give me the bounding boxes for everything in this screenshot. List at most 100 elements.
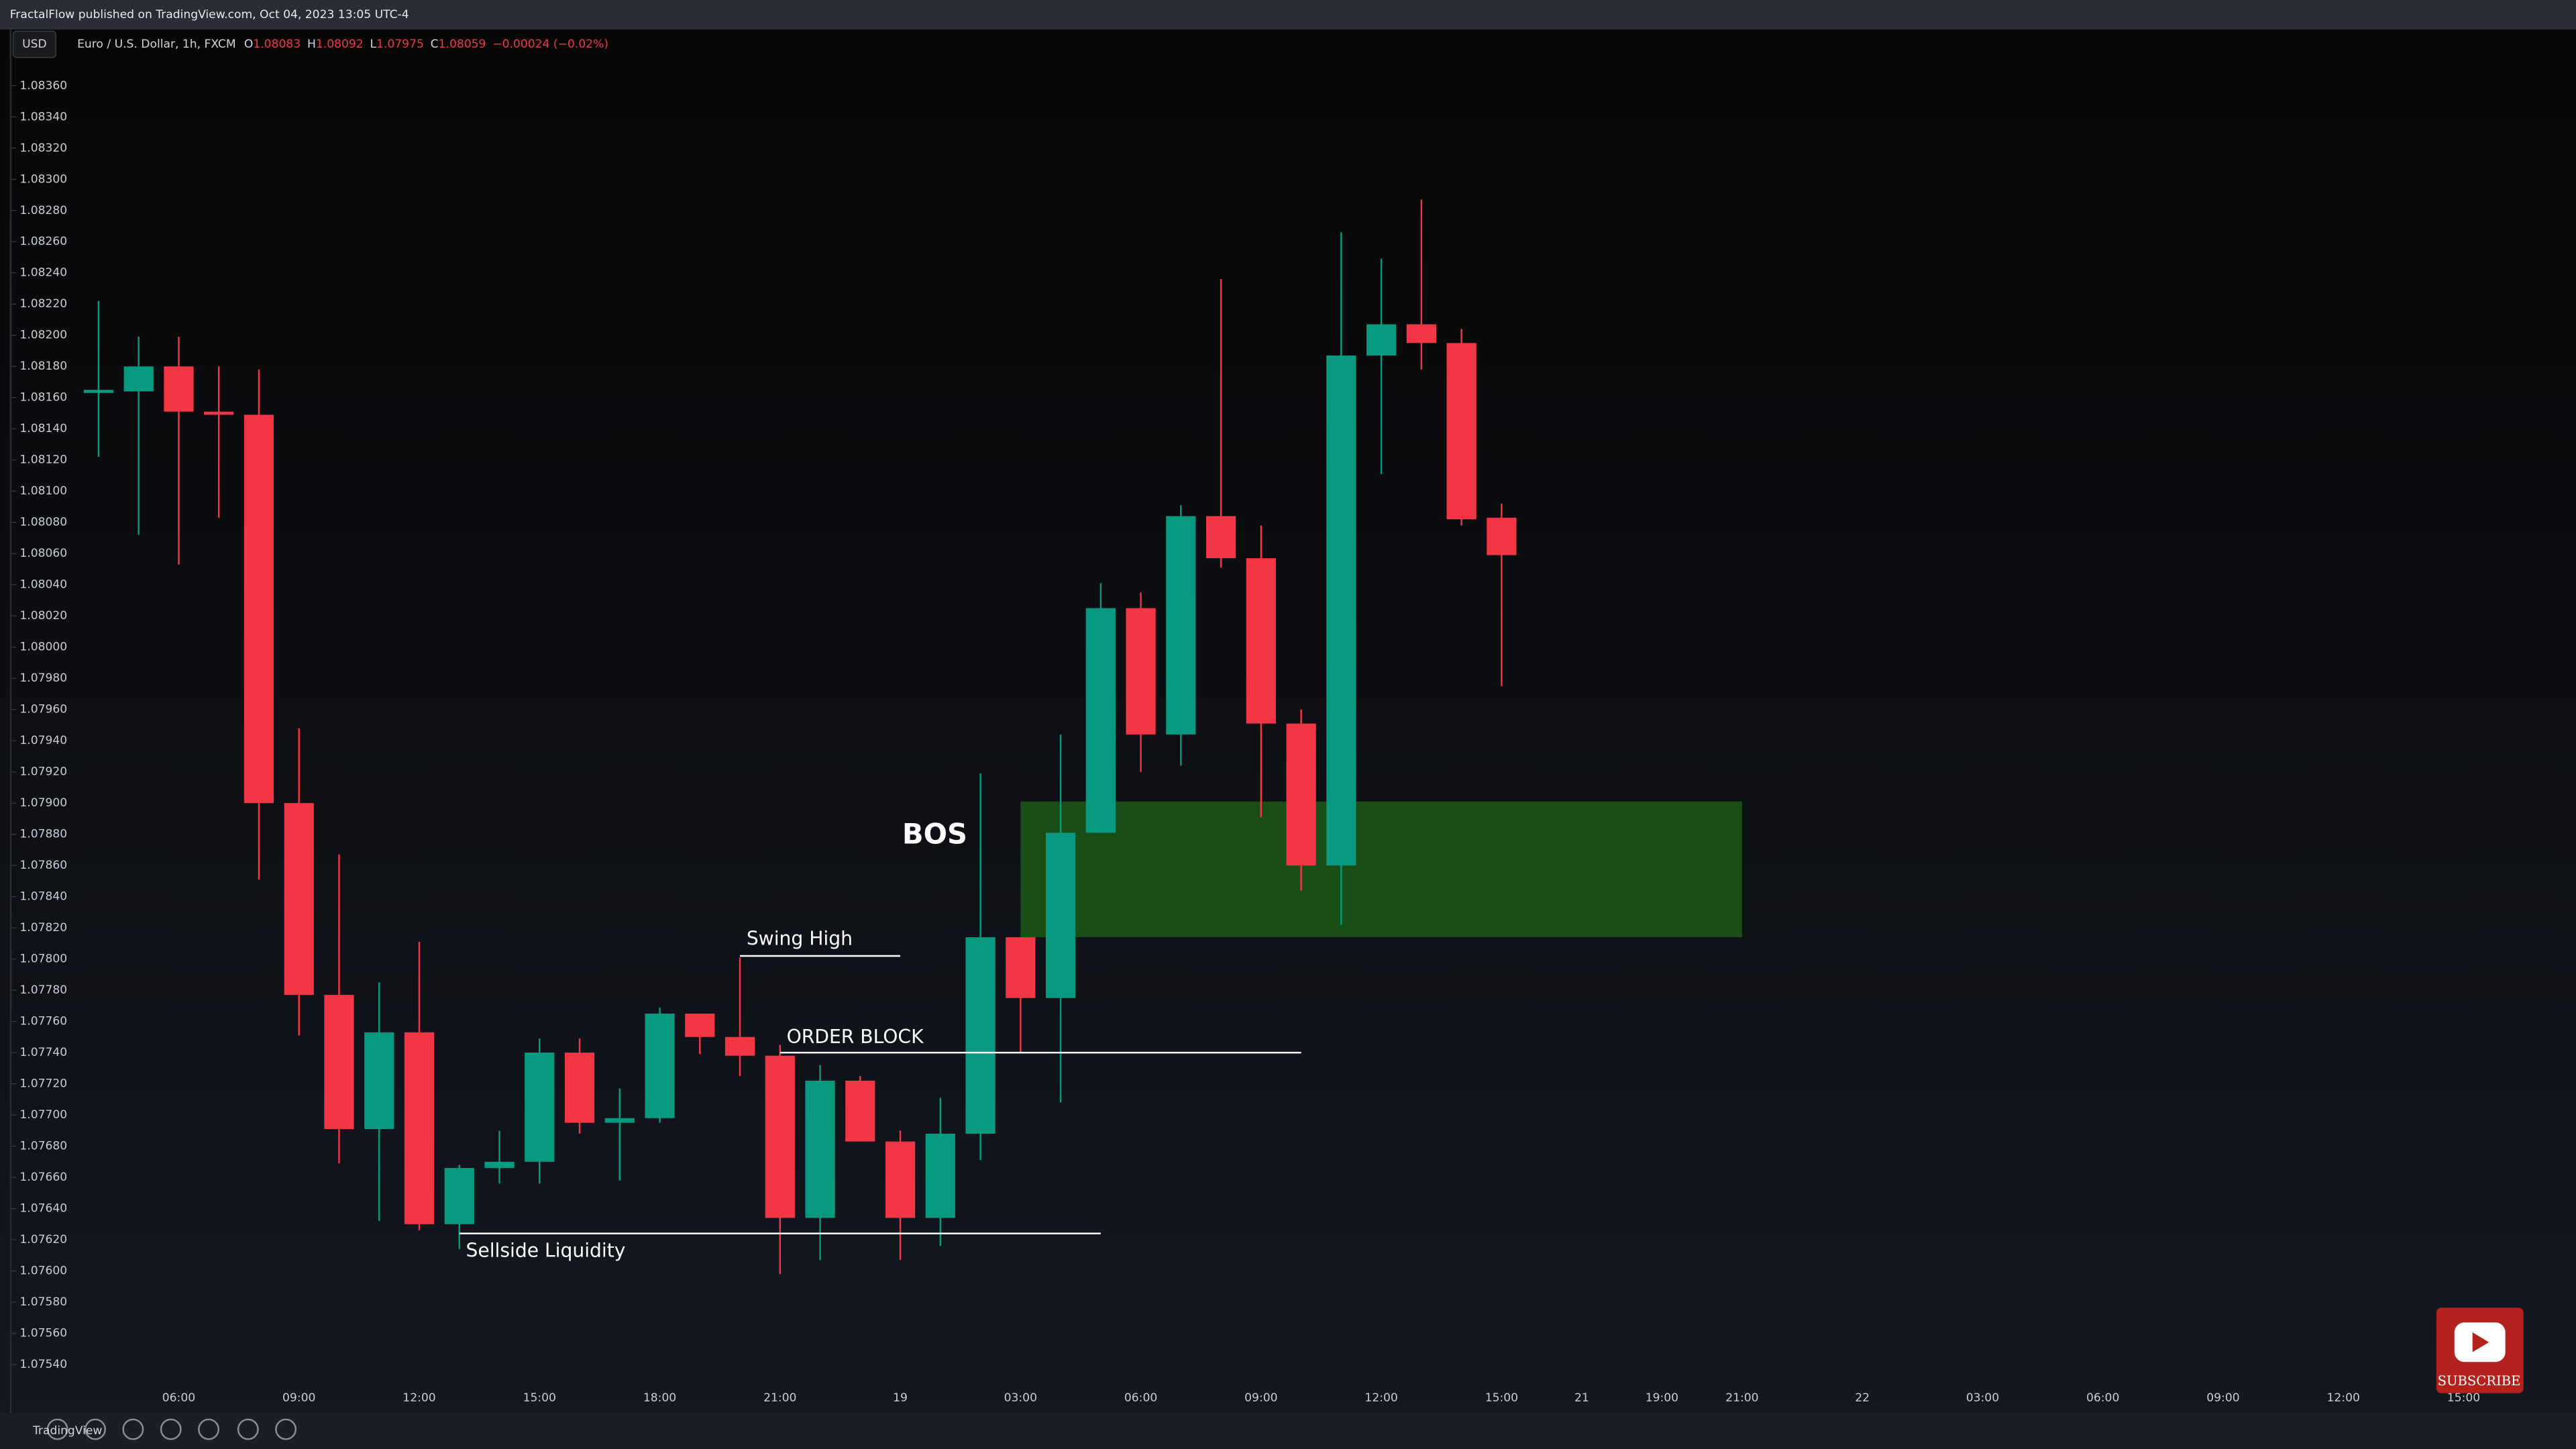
y-tick-label: 1.08100 [19, 484, 67, 498]
candle-body [1326, 355, 1356, 866]
ohlc-value: 1.07975 [376, 38, 424, 51]
x-tick-label: 06:00 [1124, 1391, 1157, 1405]
x-tick-label: 15:00 [2447, 1391, 2480, 1405]
candle-body [645, 1013, 675, 1118]
candle-body [284, 803, 314, 996]
youtube-badge[interactable]: SUBSCRIBE [2436, 1307, 2524, 1393]
y-tick-label: 1.08220 [19, 297, 67, 311]
x-tick-label: 19 [893, 1391, 908, 1405]
y-tick-label: 1.08080 [19, 516, 67, 529]
candle-body [244, 415, 274, 804]
annotation-label: BOS [902, 818, 967, 851]
tool-icon[interactable] [275, 1418, 297, 1440]
y-tick-label: 1.07960 [19, 703, 67, 716]
y-tick-label: 1.08300 [19, 172, 67, 186]
y-tick-label: 1.08260 [19, 235, 67, 248]
subscribe[interactable]: SUBSCRIBE [2438, 1373, 2521, 1389]
y-tick-label: 1.08140 [19, 422, 67, 435]
tool-icon[interactable] [237, 1418, 259, 1440]
candle-body [1166, 516, 1196, 735]
plot: 1.07540 1.07560 1.07580 1.07600 1.07620 1.076… [11, 79, 2480, 1405]
candle-body [685, 1013, 715, 1037]
change: −0.00024 (−0.02%) [492, 38, 608, 51]
candle-body [1006, 937, 1036, 998]
toolbar [0, 1413, 2576, 1449]
symbol: Euro / U.S. Dollar, 1h, FXCM [77, 38, 236, 51]
candle-body [765, 1055, 795, 1218]
y-tick-label: 1.07980 [19, 672, 67, 685]
y-tick-label: 1.08040 [19, 578, 67, 592]
tool-icon[interactable] [160, 1418, 182, 1440]
y-tick-label: 1.08020 [19, 609, 67, 623]
candle-body [1487, 517, 1517, 555]
symbol-legend: Euro / U.S. Dollar, 1h, FXCM O1.08083 H1.0… [77, 38, 608, 51]
annotation-label: Swing High [747, 927, 853, 949]
candle-body [604, 1118, 635, 1123]
tool-icon[interactable] [198, 1418, 219, 1440]
candle-body [83, 390, 114, 393]
y-tick-label: 1.07820 [19, 921, 67, 934]
candle-body [564, 1053, 595, 1123]
candle-body [885, 1141, 916, 1218]
y-tick-label: 1.07780 [19, 983, 67, 997]
x-tick-label: 03:00 [1004, 1391, 1037, 1405]
x-tick-label: 09:00 [282, 1391, 315, 1405]
y-tick-label: 1.07880 [19, 828, 67, 841]
candle-body [1446, 343, 1477, 520]
top-bar [0, 0, 2576, 30]
x-tick-label: 12:00 [2327, 1391, 2360, 1405]
candle-body [123, 366, 154, 392]
ohlc-value: 1.08092 [316, 38, 364, 51]
tool-icon[interactable] [85, 1418, 106, 1440]
x-tick-label: 15:00 [1485, 1391, 1518, 1405]
y-tick-label: 1.07540 [19, 1358, 67, 1371]
candle-body [1406, 324, 1436, 343]
candle-body [1205, 516, 1236, 559]
x-tick-label: 19:00 [1646, 1391, 1678, 1405]
candle-body [404, 1032, 435, 1224]
x-tick-label: 21:00 [763, 1391, 796, 1405]
y-tick-label: 1.07560 [19, 1327, 67, 1340]
annotation-label: ORDER BLOCK [787, 1026, 925, 1048]
y-tick-label: 1.08280 [19, 204, 67, 217]
x-tick-label: 21 [1574, 1391, 1589, 1405]
x-tick-label: 12:00 [1364, 1391, 1397, 1405]
y-tick-label: 1.07720 [19, 1077, 67, 1091]
ohlc-key: H [307, 38, 316, 51]
y-tick-label: 1.07920 [19, 765, 67, 779]
ohlc-key: C [431, 38, 439, 51]
currency[interactable]: USD [22, 38, 47, 51]
toolbar-icons [46, 1418, 297, 1440]
candle-body [1246, 558, 1276, 724]
y-tick-label: 1.07860 [19, 859, 67, 872]
y-tick-label: 1.07760 [19, 1015, 67, 1028]
x-tick-label: 03:00 [1966, 1391, 1999, 1405]
tool-icon[interactable] [122, 1418, 144, 1440]
candle-body [1286, 723, 1316, 866]
candle-body [164, 366, 194, 412]
y-tick-label: 1.07660 [19, 1171, 67, 1184]
y-tick-label: 1.07940 [19, 734, 67, 747]
annotation-label: Sellside Liquidity [466, 1240, 626, 1262]
ohlc-value: 1.08059 [439, 38, 486, 51]
candle-body [484, 1161, 515, 1169]
candle-body [444, 1168, 474, 1224]
y-tick-label: 1.08360 [19, 79, 67, 93]
x-tick-label: 15:00 [523, 1391, 556, 1405]
brand[interactable]: TradingView [32, 1424, 102, 1438]
candle-body [364, 1032, 394, 1130]
currency-box[interactable] [12, 30, 56, 58]
order-block-zone [1020, 801, 1742, 938]
play-icon[interactable] [2472, 1332, 2489, 1352]
y-tick-label: 1.08180 [19, 360, 67, 373]
x-tick-label: 18:00 [643, 1391, 676, 1405]
tool-icon[interactable] [46, 1418, 68, 1440]
candle-body [845, 1080, 875, 1142]
candle-body [965, 937, 996, 1134]
candle-body [805, 1080, 835, 1218]
x-tick-label: 22 [1855, 1391, 1870, 1405]
x-tick-label: 21:00 [1725, 1391, 1758, 1405]
ohlc-key: L [370, 38, 376, 51]
candle-body [1045, 833, 1076, 998]
